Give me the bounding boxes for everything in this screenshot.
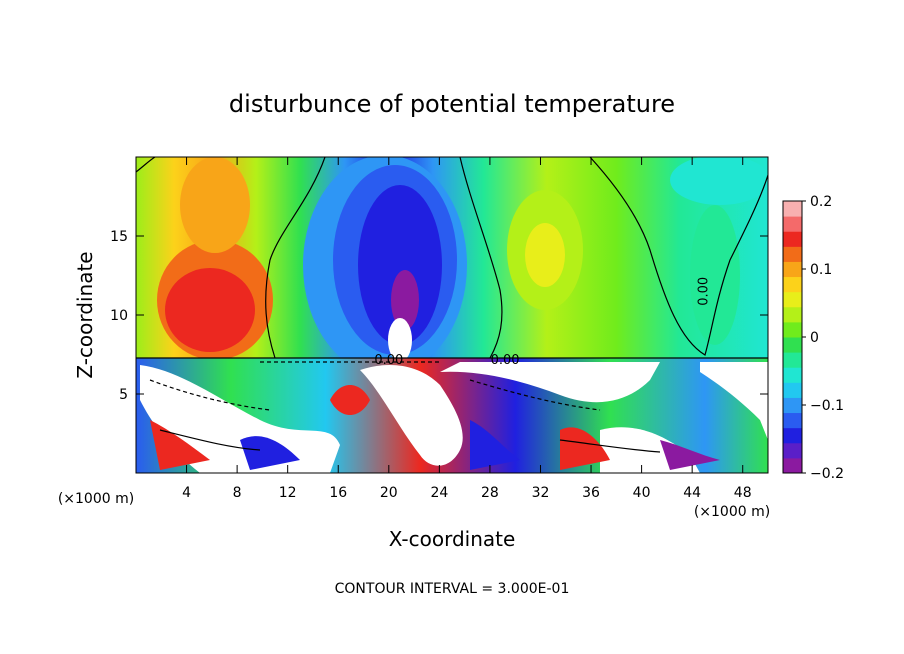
y-tick-label: 15 xyxy=(110,229,128,245)
contour-interval-footer: CONTOUR INTERVAL = 3.000E-01 xyxy=(335,581,570,597)
x-axis: 4 8 12 16 20 24 28 32 36 40 44 48 xyxy=(182,157,752,501)
colorbar-swatch xyxy=(783,337,802,353)
colorbar-swatch xyxy=(783,276,802,293)
contour-label: 0.00 xyxy=(374,353,403,368)
colorbar-swatch xyxy=(783,352,802,368)
x-unit-left: (×1000 m) xyxy=(58,491,134,507)
colorbar-swatch xyxy=(783,216,802,232)
colorbar-swatch xyxy=(783,397,802,414)
colorbar-swatch xyxy=(783,457,802,474)
y-tick-label: 5 xyxy=(119,387,128,403)
zero-contours xyxy=(136,157,768,453)
colorbar-swatch xyxy=(783,367,802,383)
colorbar-swatch xyxy=(783,427,802,444)
colorbar-swatch xyxy=(783,291,802,308)
colorbar-swatch xyxy=(783,412,802,429)
x-tick-label: 12 xyxy=(279,485,297,501)
y-axis-label: Z-coordinate xyxy=(73,251,97,378)
colorbar-swatch xyxy=(783,306,802,323)
colorbar-swatch xyxy=(783,321,802,338)
x-tick-label: 32 xyxy=(532,485,550,501)
y-tick-label: 10 xyxy=(110,308,128,324)
upper-anomalies xyxy=(157,157,768,375)
x-tick-label: 44 xyxy=(683,485,701,501)
x-tick-label: 40 xyxy=(633,485,651,501)
contour-label: 0.00 xyxy=(696,277,711,306)
contour-label: 0.00 xyxy=(491,353,520,368)
colorbar-swatch xyxy=(783,261,802,278)
colorbar-tick-label: 0 xyxy=(810,330,819,346)
colorbar-swatch xyxy=(783,382,802,398)
colorbar-tick-label: −0.2 xyxy=(810,466,844,482)
x-axis-label: X-coordinate xyxy=(389,527,516,551)
colorbar-ticks: 0.2 0.1 0 −0.1 −0.2 xyxy=(802,194,844,482)
contour-labels: 0.00 0.00 0.00 xyxy=(374,277,711,368)
x-tick-label: 28 xyxy=(481,485,499,501)
x-tick-label: 16 xyxy=(329,485,347,501)
colorbar xyxy=(783,201,802,474)
colorbar-swatch xyxy=(783,201,802,217)
colorbar-tick-label: 0.1 xyxy=(810,262,832,278)
x-unit-right: (×1000 m) xyxy=(694,504,770,520)
y-axis: 5 10 15 xyxy=(110,229,768,403)
x-tick-label: 24 xyxy=(430,485,448,501)
colorbar-swatch xyxy=(783,246,802,262)
x-tick-label: 4 xyxy=(182,485,191,501)
x-tick-label: 20 xyxy=(380,485,398,501)
x-tick-label: 8 xyxy=(233,485,242,501)
x-tick-label: 48 xyxy=(734,485,752,501)
plot-area xyxy=(136,157,768,473)
x-tick-label: 36 xyxy=(582,485,600,501)
colorbar-tick-label: 0.2 xyxy=(810,194,832,210)
colorbar-swatch xyxy=(783,231,802,247)
colorbar-swatch xyxy=(783,442,802,459)
chart-title: disturbunce of potential temperature xyxy=(229,90,675,118)
lower-turbulence xyxy=(140,362,768,473)
colorbar-tick-label: −0.1 xyxy=(810,398,844,414)
